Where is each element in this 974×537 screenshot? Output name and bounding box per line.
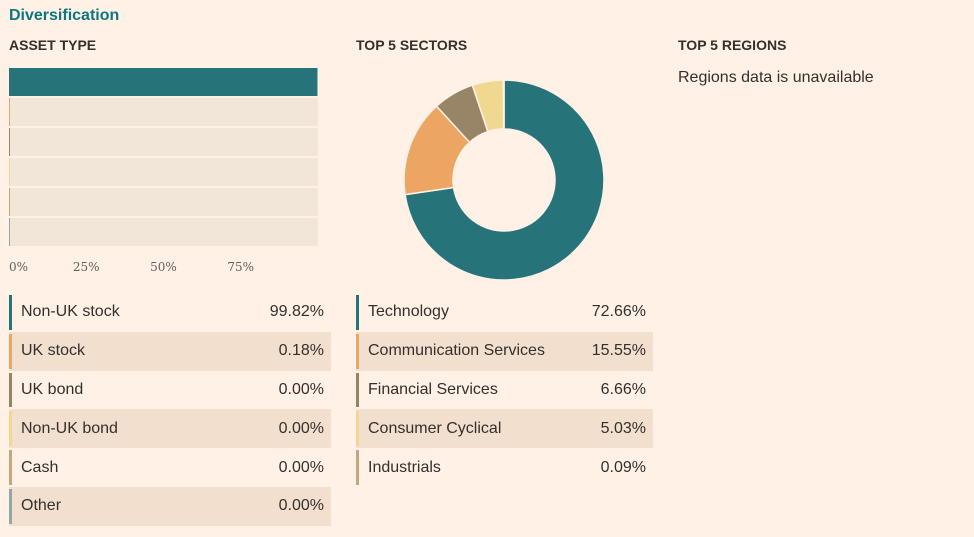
x-tick-label: 50% [150,260,177,274]
row-value: 0.18% [278,342,324,360]
bar-track [9,128,318,156]
row-value: 0.09% [600,458,646,476]
color-swatch [9,295,12,330]
color-swatch [356,450,359,485]
row-value: 0.00% [278,458,324,476]
bar-other [9,218,10,246]
bar-track [9,188,318,216]
row-label: Cash [21,458,59,476]
row-label: Technology [368,303,449,321]
table-row: Technology 72.66% [356,293,653,332]
table-row: Other 0.00% [9,486,331,526]
bar-track [9,98,318,126]
table-row: UK stock 0.18% [9,331,331,371]
bar-non-uk-bond [9,158,10,186]
color-swatch [9,488,12,524]
bar-track [9,158,318,186]
bar-uk-bond [9,128,10,156]
slice-industrials [502,79,505,130]
bar-track [9,218,318,246]
section-title: Diversification [9,7,120,24]
table-row: UK bond 0.00% [9,371,331,410]
top-sectors-heading: TOP 5 SECTORS [356,37,468,53]
row-label: Non-UK stock [21,303,120,321]
row-label: Financial Services [368,380,498,398]
row-label: Communication Services [368,342,545,360]
bar-uk-stock [9,98,10,126]
table-row: Non-UK bond 0.00% [9,409,331,449]
color-swatch [9,333,12,369]
table-row: Consumer Cyclical 5.03% [356,409,653,449]
color-swatch [356,333,359,369]
table-row: Communication Services 15.55% [356,331,653,371]
row-label: UK stock [21,342,86,360]
color-swatch [356,295,359,330]
row-value: 5.03% [600,419,646,437]
table-row: Financial Services 6.66% [356,371,653,410]
row-label: Other [21,497,62,515]
x-tick-label: 25% [73,260,100,274]
asset-type-heading: ASSET TYPE [9,37,97,53]
row-value: 72.66% [591,303,646,321]
top-regions-heading: TOP 5 REGIONS [678,37,787,53]
table-row: Non-UK stock 99.82% [9,293,331,332]
row-value: 0.00% [278,497,324,515]
table-row: Cash 0.00% [9,448,331,487]
regions-unavailable-note: Regions data is unavailable [678,69,874,86]
row-label: UK bond [21,380,84,398]
color-swatch [9,450,12,485]
row-label: Industrials [368,458,441,476]
bar-cash [9,188,10,216]
color-swatch [356,372,359,408]
row-value: 0.00% [278,419,324,437]
row-value: 99.82% [269,303,324,321]
row-value: 0.00% [278,380,324,398]
row-value: 15.55% [591,342,646,360]
table-row: Industrials 0.09% [356,448,653,487]
slice-technology [404,79,605,281]
color-swatch [9,372,12,408]
x-tick-label: 0% [9,260,28,274]
row-label: Consumer Cyclical [368,419,502,437]
sectors-table: Technology 72.66% Communication Services 15… [356,293,653,487]
asset-type-bar-chart: 0% 25% 50% 75% [9,68,318,274]
color-swatch [9,411,12,447]
sectors-donut-chart [403,79,605,281]
row-label: Non-UK bond [21,419,118,437]
asset-type-table: Non-UK stock 99.82% UK stock 0.18% UK bond 0.… [9,293,331,526]
bar-non-uk-stock [9,68,318,96]
row-value: 6.66% [600,380,646,398]
x-tick-label: 75% [227,260,254,274]
color-swatch [356,411,359,447]
